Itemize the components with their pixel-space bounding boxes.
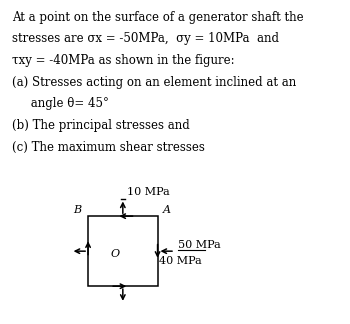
Text: 50 MPa: 50 MPa: [178, 239, 221, 249]
Text: B: B: [73, 204, 81, 214]
Text: (b) The principal stresses and: (b) The principal stresses and: [12, 119, 190, 132]
Text: (c) The maximum shear stresses: (c) The maximum shear stresses: [12, 141, 205, 154]
Text: O: O: [110, 249, 119, 259]
Text: (a) Stresses acting on an element inclined at an: (a) Stresses acting on an element inclin…: [12, 76, 296, 89]
Text: At a point on the surface of a generator shaft the: At a point on the surface of a generator…: [12, 11, 304, 24]
Bar: [88, 216, 158, 286]
Text: A: A: [162, 204, 170, 214]
Text: 10 MPa: 10 MPa: [127, 187, 169, 197]
Text: angle θ= 45°: angle θ= 45°: [12, 97, 109, 110]
Text: 40 MPa: 40 MPa: [159, 256, 202, 266]
Text: τxy = -40MPa as shown in the figure:: τxy = -40MPa as shown in the figure:: [12, 54, 235, 67]
Text: stresses are σx = -50MPa,  σy = 10MPa  and: stresses are σx = -50MPa, σy = 10MPa and: [12, 32, 279, 45]
